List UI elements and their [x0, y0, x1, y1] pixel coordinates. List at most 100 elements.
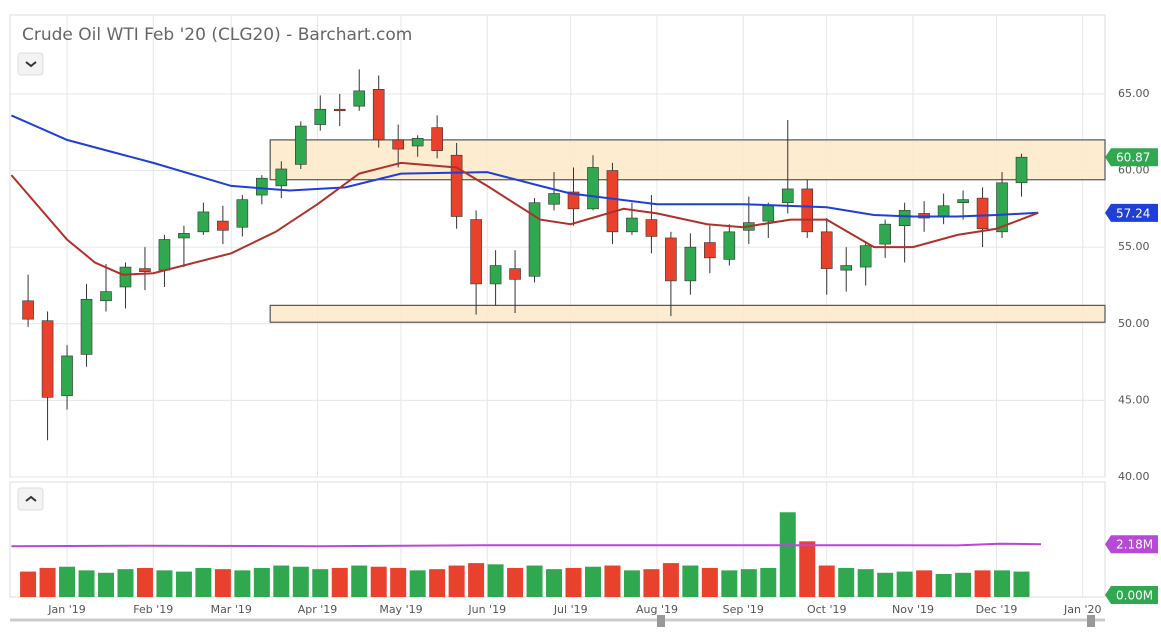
candle-body — [820, 231, 833, 269]
volume-bar — [253, 567, 270, 597]
volume-zero-label: 0.00M — [1116, 589, 1153, 603]
volume-bar — [292, 566, 309, 597]
volume-bar — [234, 570, 251, 597]
volume-bar — [838, 567, 855, 597]
volume-bar — [721, 570, 738, 597]
ma200-line — [10, 114, 1039, 218]
volume-bar — [156, 570, 173, 597]
candle-body — [256, 177, 268, 196]
candle-body — [509, 268, 521, 280]
chevron-up — [25, 495, 37, 502]
volume-bar — [78, 570, 95, 597]
volume-bar — [779, 512, 796, 597]
volume-bar — [409, 570, 426, 597]
candle-body — [957, 199, 969, 204]
candle-body — [139, 268, 151, 272]
volume-bar — [20, 571, 37, 597]
volume-bar — [195, 567, 212, 597]
candle-body — [372, 89, 385, 141]
candle-body — [333, 108, 346, 112]
volume-bar — [59, 566, 76, 597]
volume-bar — [468, 563, 485, 597]
x-tick-label: Jan '19 — [47, 603, 85, 616]
volume-bar — [546, 569, 563, 597]
x-tick-label: Feb '19 — [133, 603, 173, 616]
volume-bar — [916, 570, 933, 597]
volume-bar — [273, 565, 290, 597]
y-tick-label: 65.00 — [1118, 87, 1150, 100]
candle-body — [236, 199, 249, 228]
candle-body — [294, 125, 307, 165]
volume-bar — [526, 565, 543, 597]
y-tick-label: 50.00 — [1118, 317, 1150, 330]
volume-bar — [390, 567, 407, 597]
candle-body — [665, 237, 677, 282]
candle-body — [470, 219, 482, 285]
candle-body — [801, 188, 814, 233]
candle-body — [61, 355, 73, 397]
x-tick-label: Sep '19 — [723, 603, 764, 616]
volume-bar — [604, 565, 621, 597]
candle-body — [781, 188, 794, 204]
y-tick-label: 40.00 — [1118, 470, 1150, 483]
candle-body — [859, 245, 872, 268]
volume-bar — [448, 565, 465, 597]
x-tick-label: Oct '19 — [807, 603, 847, 616]
x-tick-label: Dec '19 — [976, 603, 1018, 616]
volume-bar — [136, 567, 153, 597]
candle-body — [353, 90, 366, 107]
expand-button[interactable] — [17, 487, 44, 511]
plot-layer: 65.00 60.00 55.00 50.00 45.00 40.00 Jan '19 Feb… — [10, 15, 1158, 616]
volume-avg-label: 2.18M — [1116, 538, 1153, 552]
volume-bar — [955, 572, 972, 597]
volume-bar — [935, 574, 952, 597]
scroll-handle[interactable] — [1087, 615, 1095, 627]
volume-bar — [331, 567, 348, 597]
volume-bar — [370, 566, 387, 597]
volume-avg-line — [11, 542, 1042, 548]
candle-body — [976, 197, 989, 230]
ma50-line — [10, 161, 1039, 276]
x-tick-label: Jun '19 — [467, 603, 506, 616]
volume-bar — [98, 572, 115, 597]
volume-bar — [351, 565, 368, 597]
volume-bar — [818, 565, 835, 597]
candle-body — [411, 138, 424, 147]
volume-bar — [214, 569, 231, 597]
x-tick-label: Jan '20 — [1063, 603, 1101, 616]
volume-bar — [701, 567, 718, 597]
last-price-tag — [1105, 148, 1158, 167]
candle-body — [119, 266, 132, 288]
x-tick-label: Aug '19 — [636, 603, 678, 616]
x-tick-label: Nov '19 — [892, 603, 934, 616]
volume-bar — [994, 570, 1011, 597]
candle-body — [587, 167, 599, 210]
y-tick-label: 55.00 — [1118, 240, 1150, 253]
candle-body — [684, 246, 697, 282]
candle-body — [197, 211, 210, 233]
volume-bar — [662, 563, 679, 597]
volume-bar — [429, 569, 446, 597]
price-panel — [9, 14, 1106, 478]
y-tick-label: 45.00 — [1118, 393, 1150, 406]
scroll-handle[interactable] — [657, 615, 665, 627]
volume-bar — [623, 570, 640, 597]
ma200-label: 57.24 — [1116, 206, 1150, 220]
volume-bar — [565, 567, 582, 597]
candle-body — [898, 210, 911, 226]
collapse-button[interactable] — [17, 52, 44, 76]
volume-bar — [760, 567, 777, 597]
volume-avg-tag — [1105, 535, 1158, 554]
candle-body — [937, 205, 950, 217]
ma200-tag — [1105, 203, 1158, 222]
candle-body — [431, 127, 443, 151]
y-tick-label: 60.00 — [1118, 164, 1150, 177]
candle-body — [217, 220, 229, 231]
candle-body — [606, 170, 619, 233]
volume-bar — [740, 569, 757, 597]
candle-body — [22, 300, 34, 320]
volume-bar — [682, 565, 699, 597]
volume-bar — [877, 572, 894, 597]
